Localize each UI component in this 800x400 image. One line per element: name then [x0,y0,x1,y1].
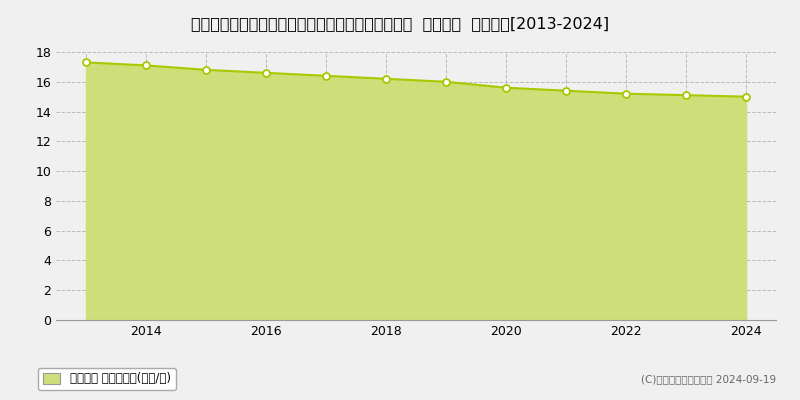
Point [320,73,333,79]
Point [440,78,453,85]
Point [500,84,513,91]
Point [140,62,153,69]
Point [680,92,693,98]
Point [260,70,273,76]
Point [200,67,213,73]
Text: (C)土地価格ドットコム 2024-09-19: (C)土地価格ドットコム 2024-09-19 [641,374,776,384]
Point [740,94,753,100]
Point [80,59,93,66]
Point [380,76,393,82]
Point [560,88,573,94]
Point [620,90,633,97]
Text: 栃木県下都賀郡野木町大字丸林字富士見３８３番８  基準地価  地価推移[2013-2024]: 栃木県下都賀郡野木町大字丸林字富士見３８３番８ 基準地価 地価推移[2013-2… [191,16,609,31]
Legend: 基準地価 平均坪単価(万円/坪): 基準地価 平均坪単価(万円/坪) [38,368,175,390]
